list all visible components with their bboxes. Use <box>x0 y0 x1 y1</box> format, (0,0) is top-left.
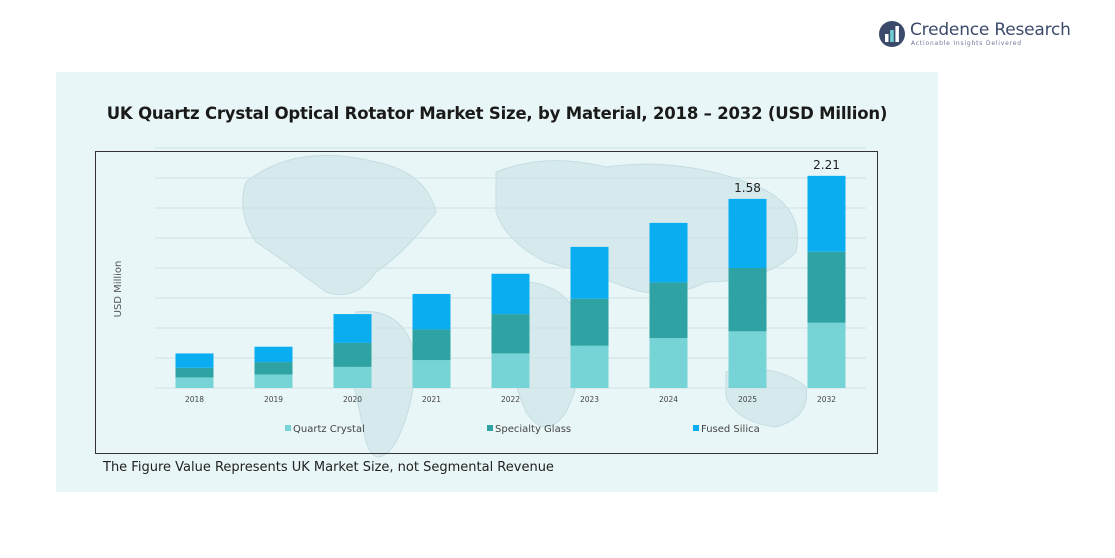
data-label-group: 1.58 2.21 <box>734 158 840 195</box>
bar-fused-silica-2020 <box>333 314 372 343</box>
x-tick-label: 2021 <box>422 395 441 404</box>
bar-fused-silica-2024 <box>649 222 688 283</box>
brand-tagline: Actionable Insights Delivered <box>911 40 1022 47</box>
x-tick-label: 2019 <box>264 395 283 404</box>
bar-specialty-glass-2020 <box>333 342 372 367</box>
footnote: The Figure Value Represents UK Market Si… <box>103 460 554 475</box>
legend-swatch <box>487 425 493 431</box>
bar-group <box>175 175 846 388</box>
bar-fused-silica-2023 <box>570 246 609 299</box>
bar-specialty-glass-2024 <box>649 282 688 339</box>
x-tick-label: 2025 <box>738 395 757 404</box>
world-map-background <box>242 154 808 458</box>
bar-fused-silica-2021 <box>412 293 451 330</box>
bar-quartz-crystal-2021 <box>412 360 451 388</box>
legend-swatch <box>285 425 291 431</box>
bar-fused-silica-2025 <box>728 198 767 268</box>
bar-quartz-crystal-2023 <box>570 345 609 388</box>
bar-quartz-crystal-2024 <box>649 338 688 388</box>
legend-swatch <box>693 425 699 431</box>
bar-specialty-glass-2025 <box>728 268 767 332</box>
bar-fused-silica-2022 <box>491 273 530 315</box>
bar-quartz-crystal-2022 <box>491 353 530 388</box>
data-label: 2.21 <box>813 158 840 172</box>
x-tick-group: 2018 2019 2020 2021 2022 2023 2024 2025 2032 <box>185 395 836 404</box>
bar-quartz-crystal-2020 <box>333 366 372 388</box>
y-axis-label: USD Million <box>113 261 124 318</box>
data-label: 1.58 <box>734 181 761 195</box>
legend: Quartz Crystal Specialty Glass Fused Silic… <box>285 424 760 435</box>
legend-label: Quartz Crystal <box>293 424 365 435</box>
x-tick-label: 2023 <box>580 395 599 404</box>
x-tick-label: 2020 <box>343 395 362 404</box>
bar-quartz-crystal-2025 <box>728 331 767 388</box>
bar-specialty-glass-2022 <box>491 314 530 354</box>
bar-fused-silica-2019 <box>254 346 293 363</box>
bar-specialty-glass-2021 <box>412 329 451 361</box>
x-tick-label: 2018 <box>185 395 204 404</box>
plot-frame <box>95 151 878 454</box>
x-tick-label: 2032 <box>817 395 836 404</box>
x-tick-label: 2022 <box>501 395 520 404</box>
bar-specialty-glass-2023 <box>570 298 609 346</box>
bar-fused-silica-2018 <box>175 353 214 368</box>
bar-specialty-glass-2018 <box>175 367 214 378</box>
bar-quartz-crystal-2032 <box>807 322 846 388</box>
x-tick-label: 2024 <box>659 395 678 404</box>
legend-label: Specialty Glass <box>495 424 571 435</box>
bar-chart-logo-icon <box>879 21 905 47</box>
brand-name: Credence Research <box>910 20 1071 40</box>
bar-quartz-crystal-2018 <box>175 377 214 388</box>
brand-logo: Credence Research Actionable Insights De… <box>878 18 1078 50</box>
bar-specialty-glass-2019 <box>254 362 293 375</box>
chart-title: UK Quartz Crystal Optical Rotator Market… <box>106 104 888 123</box>
bar-quartz-crystal-2019 <box>254 374 293 388</box>
bar-fused-silica-2032 <box>807 175 846 252</box>
legend-label: Fused Silica <box>701 424 760 435</box>
bar-specialty-glass-2032 <box>807 251 846 323</box>
